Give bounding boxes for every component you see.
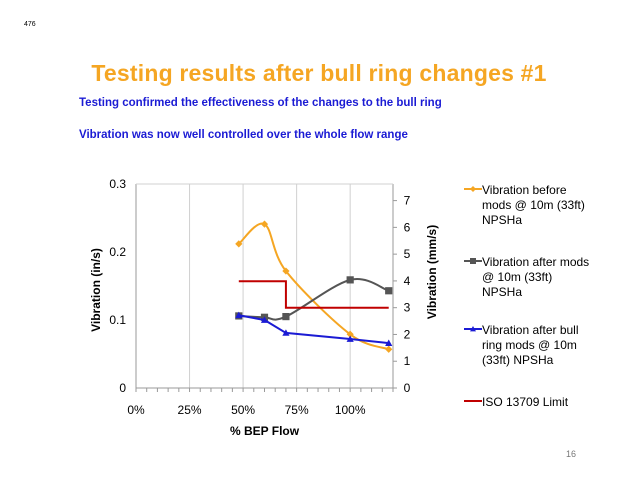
y2-tick-label: 1: [404, 354, 411, 368]
legend-label: Vibration before mods @ 10m (33ft) NPSHa: [482, 183, 585, 227]
data-point-after-mods: [346, 276, 354, 284]
page-number: 16: [566, 449, 577, 459]
x-tick-label: 75%: [285, 403, 309, 417]
y-axis-title: Vibration (in/s): [89, 248, 103, 332]
data-point-before-mods: [385, 345, 393, 353]
data-point-after-bull-ring-mods: [282, 329, 290, 336]
data-point-before-mods: [346, 330, 354, 338]
series-line-after-bull-ring-mods: [238, 314, 389, 345]
data-point-after-bull-ring-mods: [346, 335, 354, 342]
data-point-after-bull-ring-mods: [235, 311, 243, 319]
data-point-after-mods: [282, 313, 290, 321]
legend-swatch: [464, 400, 482, 402]
legend-swatch-marker: [470, 258, 476, 264]
legend-swatch: [464, 258, 482, 264]
data-point-after-bull-ring-mods: [385, 339, 393, 346]
x-axis-title: % BEP Flow: [230, 424, 300, 438]
series-line-before-mods: [238, 222, 390, 351]
y2-tick-label: 6: [404, 220, 411, 234]
slide-corner-number: 476: [24, 21, 36, 28]
data-point-before-mods: [282, 267, 290, 275]
legend-label: Vibration after bull ring mods @ 10m (33…: [482, 323, 579, 367]
legend-swatch: [464, 186, 482, 192]
y-tick-label: 0.2: [109, 245, 126, 259]
bullet-point-2: Vibration was now well controlled over t…: [79, 129, 408, 141]
y-tick-label: 0.3: [109, 177, 126, 191]
y-tick-label: 0.1: [109, 313, 126, 327]
series-line-after-mods: [238, 278, 390, 321]
y2-tick-label: 7: [404, 194, 411, 208]
data-point-before-mods: [260, 220, 269, 228]
y2-axis-title: Vibration (mm/s): [425, 225, 439, 319]
legend-label: ISO 13709 Limit: [482, 395, 569, 409]
legend-swatch-marker: [470, 326, 476, 332]
x-tick-label: 100%: [335, 403, 366, 417]
x-tick-label: 0%: [127, 403, 145, 417]
y-tick-label: 0: [119, 381, 126, 395]
legend-label: Vibration after mods @ 10m (33ft) NPSHa: [482, 255, 590, 299]
y2-tick-label: 2: [404, 327, 411, 341]
data-point-before-mods: [235, 240, 243, 248]
slide-title: Testing results after bull ring changes …: [91, 60, 547, 86]
y2-tick-label: 5: [404, 247, 411, 261]
y2-tick-label: 0: [404, 381, 411, 395]
x-tick-label: 50%: [231, 403, 255, 417]
bullet-point-1: Testing confirmed the effectiveness of t…: [79, 97, 442, 109]
legend-swatch-marker: [470, 186, 476, 192]
legend-swatch: [464, 326, 482, 332]
y2-tick-label: 3: [404, 301, 411, 315]
data-point-after-mods: [385, 287, 393, 295]
series-line-iso-limit: [238, 280, 389, 309]
data-point-after-bull-ring-mods: [260, 316, 269, 323]
y2-tick-label: 4: [404, 274, 411, 288]
x-tick-label: 25%: [178, 403, 202, 417]
